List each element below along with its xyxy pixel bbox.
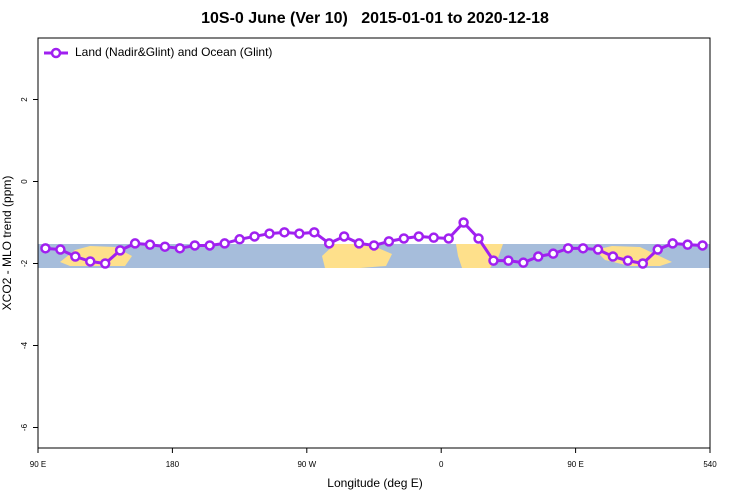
chart-title: 10S-0 June (Ver 10) 2015-01-01 to 2020-1… <box>201 10 549 27</box>
point <box>144 239 156 250</box>
point <box>368 240 380 251</box>
x-tick-label: 90 E <box>567 460 583 469</box>
point <box>547 248 559 259</box>
point <box>129 238 141 249</box>
x-tick-label: 90 W <box>297 460 316 469</box>
x-tick-label: 0 <box>439 460 444 469</box>
point <box>443 233 454 244</box>
point <box>55 244 66 255</box>
y-tick-label: -6 <box>20 423 29 431</box>
point <box>413 231 425 242</box>
y-tick-label: -2 <box>20 259 29 267</box>
point <box>264 228 275 239</box>
point <box>697 240 708 251</box>
point <box>85 256 96 267</box>
point <box>40 243 51 254</box>
point <box>533 251 544 262</box>
point <box>353 238 365 249</box>
y-axis-label: XCO2 - MLO trend (ppm) <box>0 176 14 311</box>
point <box>428 232 439 243</box>
point <box>518 257 529 268</box>
legend-label: Land (Nadir&Glint) and Ocean (Glint) <box>75 45 272 59</box>
point <box>398 233 410 244</box>
point <box>338 231 350 242</box>
legend-marker <box>50 47 62 59</box>
point <box>592 244 604 255</box>
point <box>488 255 499 266</box>
point <box>219 238 230 249</box>
point <box>637 258 649 269</box>
point <box>652 244 663 255</box>
point <box>249 231 260 242</box>
point <box>189 240 201 251</box>
point <box>70 251 81 262</box>
x-tick-label: 540 <box>703 460 717 469</box>
point <box>204 240 215 251</box>
point <box>622 255 634 266</box>
x-tick-label: 180 <box>166 460 180 469</box>
point <box>159 241 171 252</box>
x-axis-label: Longitude (deg E) <box>327 476 422 490</box>
point <box>473 233 484 244</box>
point <box>114 245 126 256</box>
point <box>294 228 305 239</box>
point <box>458 217 469 228</box>
point <box>682 239 693 250</box>
point <box>174 243 186 254</box>
point <box>309 227 320 238</box>
point <box>577 243 589 254</box>
plot-frame <box>37 37 711 449</box>
y-tick-label: 0 <box>20 179 29 184</box>
point <box>279 227 290 238</box>
y-tick-label: -4 <box>20 341 29 349</box>
point <box>234 234 245 245</box>
point <box>323 238 335 249</box>
point <box>562 243 574 254</box>
point <box>667 238 678 249</box>
x-tick-label: 90 E <box>30 460 46 469</box>
point <box>503 255 514 266</box>
point <box>99 258 111 269</box>
point <box>383 236 395 247</box>
y-tick-label: 2 <box>20 97 29 102</box>
point <box>607 251 619 262</box>
